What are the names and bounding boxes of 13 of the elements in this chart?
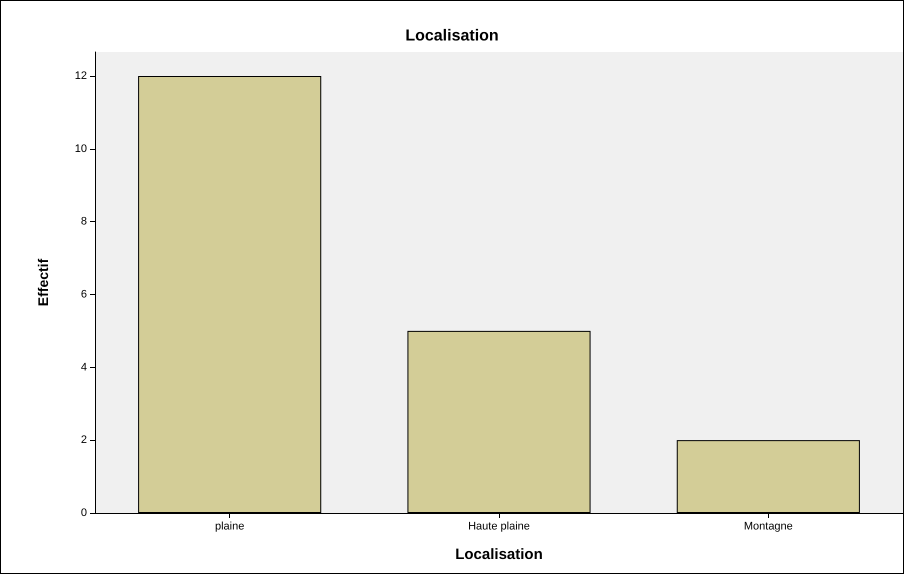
x-axis-title: Localisation <box>455 546 543 563</box>
y-tick-label: 0 <box>80 507 87 519</box>
x-tick-label: Haute plaine <box>468 520 530 532</box>
x-tick-label: plaine <box>214 520 244 532</box>
y-tick-label: 8 <box>80 216 87 228</box>
x-tick-label: Montagne <box>744 520 793 532</box>
y-tick-label: 12 <box>74 70 87 82</box>
y-tick-label: 6 <box>80 288 87 301</box>
y-tick-label: 10 <box>74 142 87 155</box>
y-axis-title: Effectif <box>35 258 51 306</box>
y-tick-label: 2 <box>80 434 87 446</box>
y-tick-label: 4 <box>80 361 87 374</box>
chart-title: Localisation <box>405 28 499 44</box>
